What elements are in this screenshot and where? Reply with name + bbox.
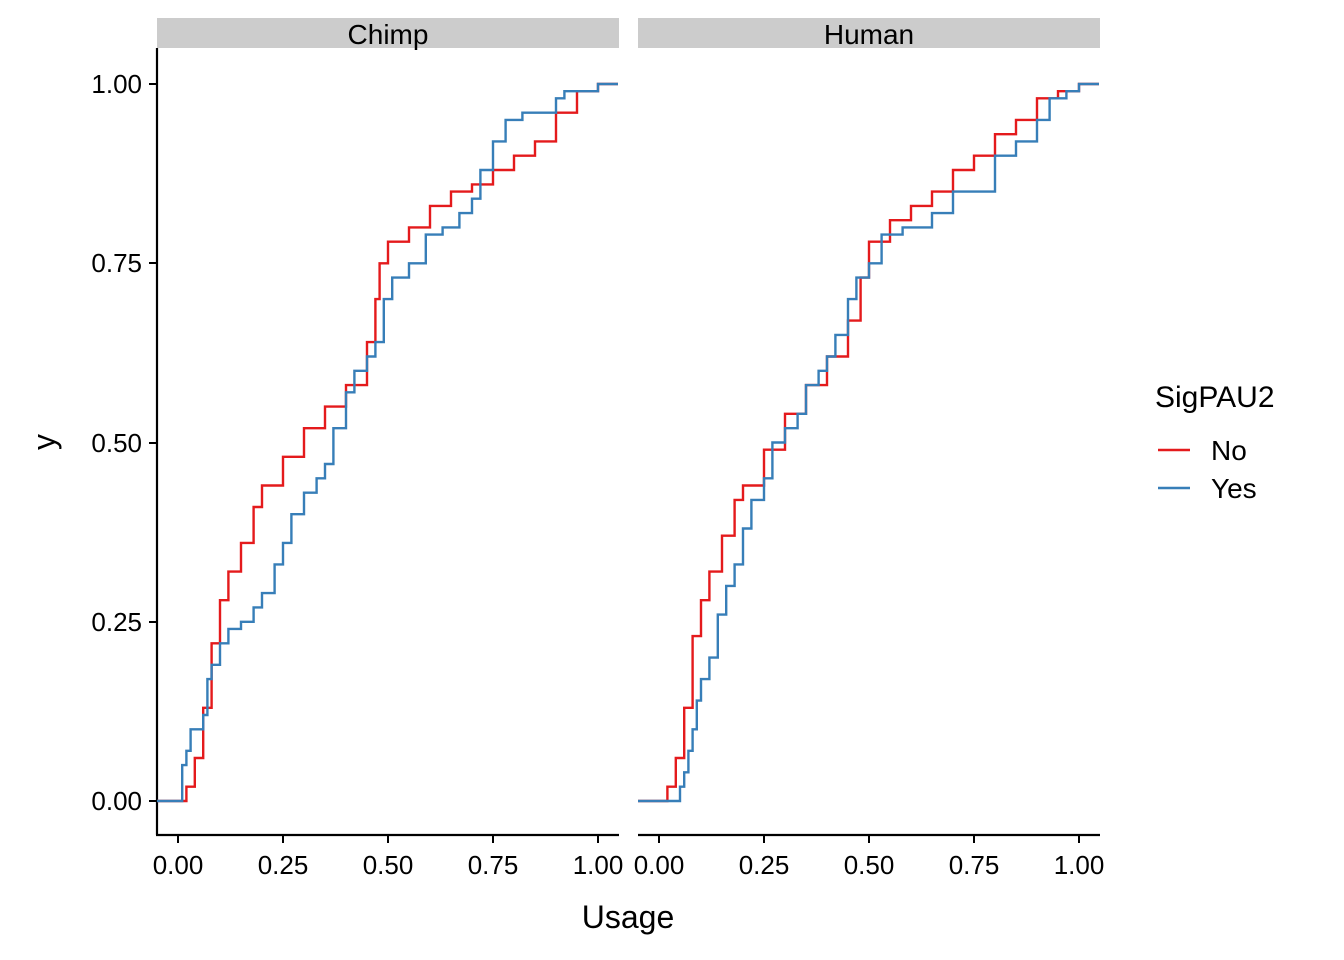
x-tick-label: 0.75 <box>468 850 519 880</box>
y-axis: 0.00 0.25 0.50 0.75 1.00 <box>91 69 157 816</box>
x-tick-label: 0.50 <box>844 850 895 880</box>
series-chimp-yes <box>157 82 618 803</box>
x-tick-label: 0.00 <box>153 850 204 880</box>
x-tick-label: 0.25 <box>258 850 309 880</box>
series-human-no <box>638 82 1099 803</box>
x-tick-label: 0.00 <box>634 850 685 880</box>
y-tick-label: 1.00 <box>91 69 142 99</box>
x-tick-label: 1.00 <box>1054 850 1105 880</box>
y-tick-label: 0.75 <box>91 248 142 278</box>
x-tick-label: 0.50 <box>363 850 414 880</box>
x-axis-chimp: 0.00 0.25 0.50 0.75 1.00 <box>153 835 624 880</box>
x-tick-label: 1.00 <box>573 850 624 880</box>
series-human-yes <box>638 82 1099 803</box>
x-axis-title: Usage <box>582 899 675 935</box>
strip-human-bg <box>638 18 1100 48</box>
series-layer <box>157 82 1099 803</box>
legend-label-yes: Yes <box>1211 473 1257 504</box>
x-tick-label: 0.75 <box>949 850 1000 880</box>
legend-title: SigPAU2 <box>1155 381 1275 414</box>
strip-chimp-label: Chimp <box>348 19 429 50</box>
strip-human-label: Human <box>824 19 914 50</box>
legend-label-no: No <box>1211 435 1247 466</box>
y-tick-label: 0.00 <box>91 786 142 816</box>
series-chimp-no <box>157 82 618 803</box>
y-tick-label: 0.25 <box>91 607 142 637</box>
y-tick-label: 0.50 <box>91 428 142 458</box>
y-axis-title: y <box>26 434 62 450</box>
x-axis-human: 0.00 0.25 0.50 0.75 1.00 <box>634 835 1105 880</box>
strip-chimp-bg <box>157 18 619 48</box>
legend: SigPAU2 No Yes <box>1155 381 1275 504</box>
x-tick-label: 0.25 <box>739 850 790 880</box>
